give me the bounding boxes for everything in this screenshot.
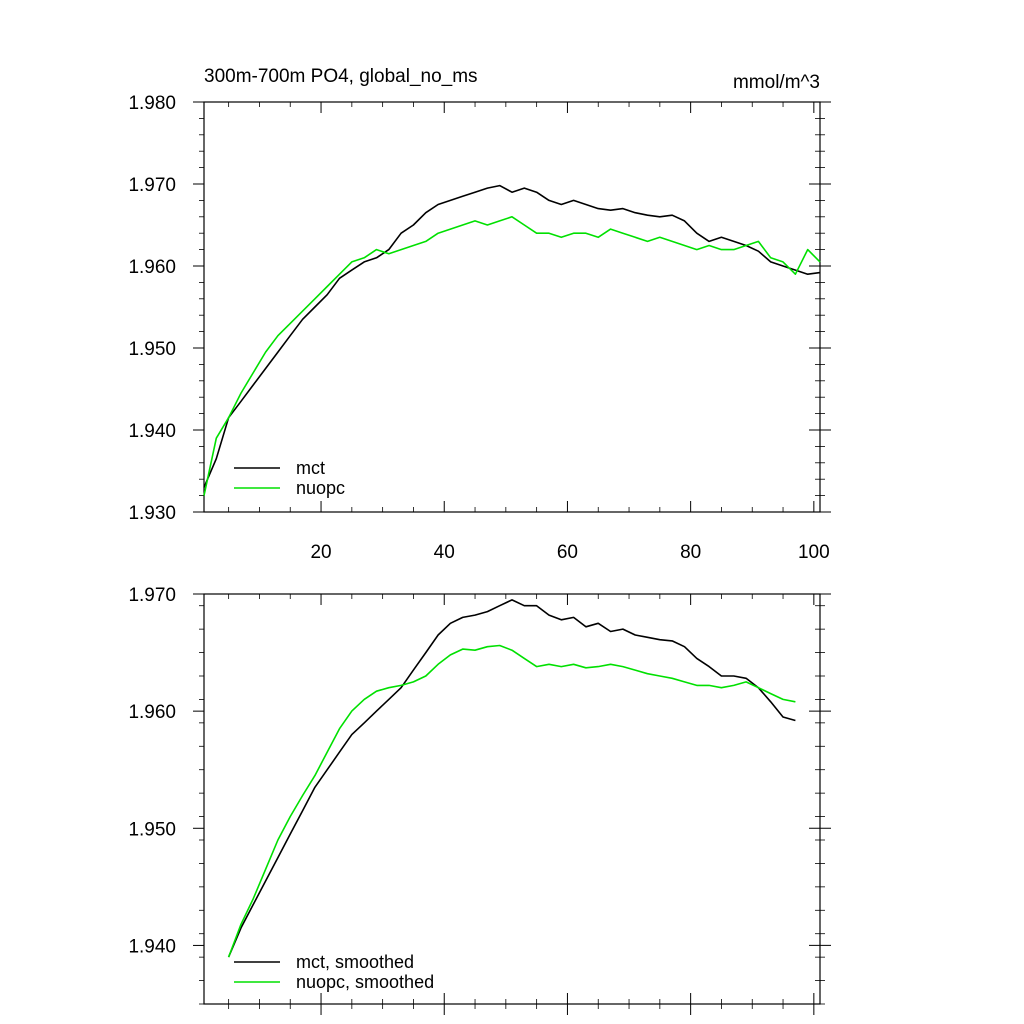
top-y-tick-label: 1.940: [128, 421, 176, 442]
top-legend-label-1: nuopc: [296, 478, 345, 498]
top-series-1-line: [203, 216, 821, 496]
top-y-tick-label: 1.970: [128, 175, 176, 196]
top-y-tick-label: 1.950: [128, 339, 176, 360]
top-x-tick-label-100: 100: [798, 542, 830, 563]
top-y-tick-label: 1.960: [128, 257, 176, 278]
top-legend-label-0: mct: [296, 458, 325, 478]
bottom-y-tick-label: 1.940: [128, 936, 176, 957]
top-y-tick-label: 1.930: [128, 503, 176, 524]
top-panel: 20 40 60 80 100 1.930 1.940 1.950 1.960 1.970 1.98…: [128, 93, 831, 563]
bottom-legend-label-0: mct, smoothed: [296, 952, 414, 972]
top-x-tick-label-80: 80: [680, 542, 701, 563]
bottom-series-0-line: [227, 599, 796, 958]
bottom-y-tick-label: 1.960: [128, 702, 176, 723]
top-x-tick-label-60: 60: [557, 542, 578, 563]
top-y-tick-label: 1.980: [128, 93, 176, 114]
bottom-series-1-line: [227, 644, 796, 958]
bottom-y-tick-label: 1.950: [128, 819, 176, 840]
top-plot-frame: [203, 101, 821, 513]
top-series-0-line: [203, 184, 821, 488]
chart-title: 300m-700m PO4, global_no_ms: [204, 66, 478, 87]
top-x-tick-label-40: 40: [434, 542, 455, 563]
bottom-y-tick-label: 1.970: [128, 585, 176, 606]
top-x-tick-label-20: 20: [310, 542, 331, 563]
bottom-plot-frame: [203, 593, 821, 1005]
bottom-legend-label-1: nuopc, smoothed: [296, 972, 434, 992]
units-label: mmol/m^3: [733, 72, 820, 93]
bottom-panel: 1.940 1.950 1.960 1.970 mct, smoothednuopc, …: [128, 585, 831, 1015]
